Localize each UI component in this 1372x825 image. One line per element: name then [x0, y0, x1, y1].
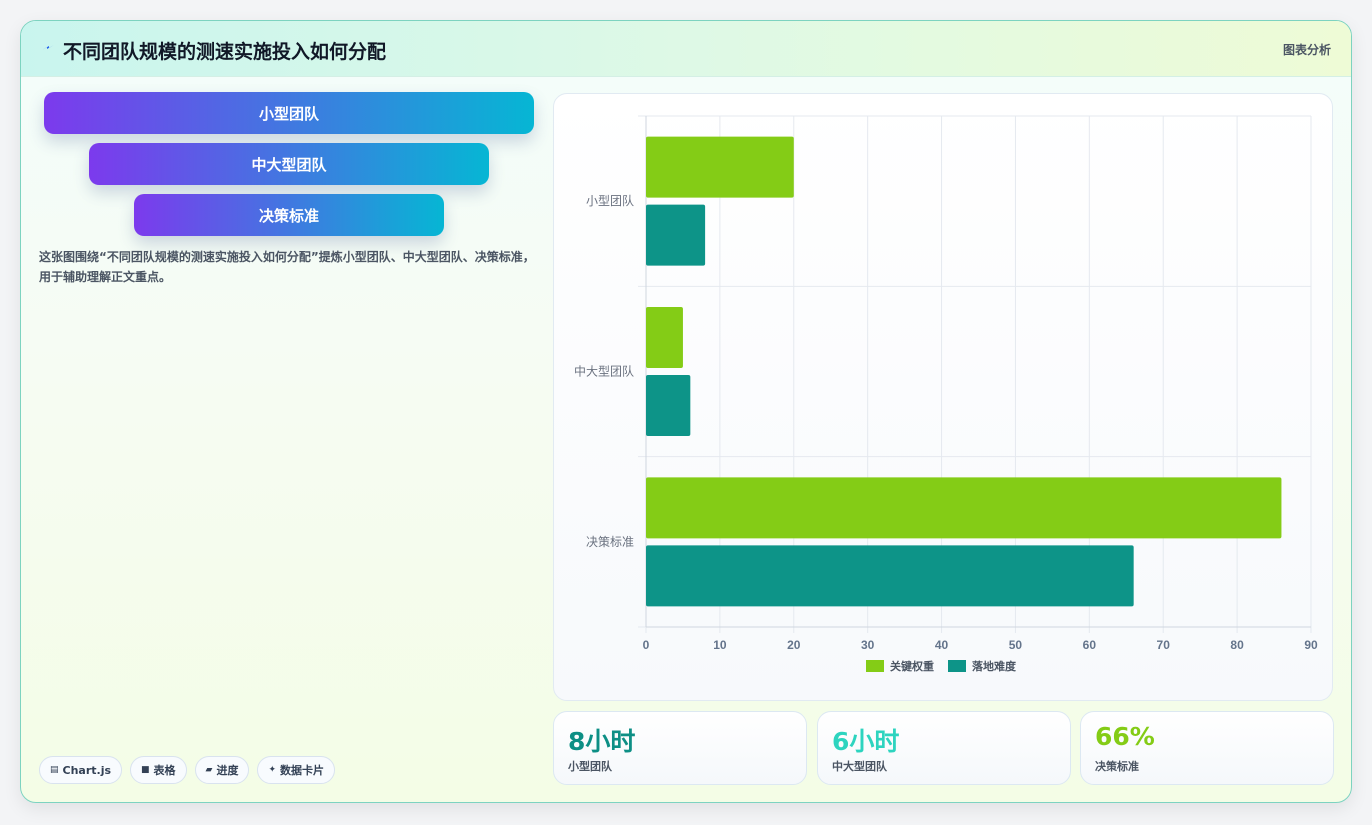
- x-tick-label: 20: [787, 638, 801, 652]
- y-tick-label: 决策标准: [586, 535, 634, 549]
- bar-difficulty: [646, 545, 1134, 607]
- sparkle-icon: ✦: [268, 765, 277, 775]
- table-icon: ■: [141, 765, 150, 775]
- chart-icon: ▤: [50, 765, 59, 775]
- chip-label: 表格: [153, 764, 176, 777]
- stat-card-large-team: 6小时 中大型团队: [817, 711, 1071, 785]
- chart-analysis-tag: 图表分析: [1282, 43, 1331, 57]
- chip-progress[interactable]: ▰ 进度: [194, 756, 250, 784]
- stat-value: 66%: [1095, 722, 1155, 751]
- tech-chips: ▤ Chart.js ■ 表格 ▰ 进度 ✦ 数据卡片: [39, 756, 336, 784]
- x-tick-label: 60: [1083, 638, 1097, 652]
- main-card: 不同团队规模的测速实施投入如何分配 图表分析 小型团队 中大型团队 决策标准 这…: [20, 20, 1352, 803]
- chip-data-card[interactable]: ✦ 数据卡片: [257, 756, 336, 784]
- x-tick-label: 50: [1009, 638, 1023, 652]
- chip-label: Chart.js: [62, 763, 112, 777]
- pill-decision-criteria[interactable]: 决策标准: [134, 194, 444, 236]
- bar-key-weight: [646, 477, 1282, 539]
- stat-card-small-team: 8小时 小型团队: [553, 711, 807, 785]
- x-tick-label: 10: [713, 638, 727, 652]
- lightning-icon: [42, 45, 54, 50]
- header: 不同团队规模的测速实施投入如何分配 图表分析: [21, 21, 1351, 77]
- bar-difficulty: [646, 204, 706, 266]
- stat-card-decision: 66% 决策标准: [1080, 711, 1334, 785]
- legend-swatch: [948, 660, 966, 672]
- bar-key-weight: [646, 136, 794, 198]
- page-title: 不同团队规模的测速实施投入如何分配: [63, 41, 387, 63]
- stat-label: 小型团队: [568, 760, 612, 773]
- chart-panel: 小型团队中大型团队决策标准 0 10 20 30 40 50 60 70 80 90 关键权重 落地难度: [553, 93, 1333, 701]
- stat-label: 决策标准: [1095, 760, 1139, 773]
- description-text: 这张图围绕“不同团队规模的测速实施投入如何分配”提炼小型团队、中大型团队、决策标…: [39, 250, 535, 284]
- progress-icon: ▰: [205, 765, 213, 775]
- pill-large-team[interactable]: 中大型团队: [89, 143, 489, 185]
- y-tick-label: 小型团队: [586, 193, 634, 208]
- legend-swatch: [866, 660, 884, 672]
- x-tick-label: 80: [1230, 638, 1244, 652]
- bar-difficulty: [646, 375, 691, 436]
- x-tick-label: 70: [1157, 638, 1171, 652]
- chip-chartjs[interactable]: ▤ Chart.js: [39, 756, 123, 784]
- pill-small-team[interactable]: 小型团队: [44, 92, 534, 134]
- chip-label: 数据卡片: [280, 764, 325, 777]
- stat-value: 6小时: [832, 727, 900, 756]
- bar-key-weight: [646, 307, 683, 368]
- stat-value: 8小时: [568, 727, 636, 756]
- legend-label: 落地难度: [972, 659, 1017, 673]
- legend-label: 关键权重: [890, 659, 934, 673]
- y-tick-label: 中大型团队: [574, 364, 634, 379]
- chip-table[interactable]: ■ 表格: [130, 756, 187, 784]
- x-tick-label: 0: [643, 638, 650, 652]
- x-tick-label: 90: [1304, 638, 1318, 652]
- x-tick-label: 40: [935, 638, 949, 652]
- chip-label: 进度: [216, 764, 239, 777]
- x-tick-label: 30: [861, 638, 875, 652]
- stat-label: 中大型团队: [832, 760, 887, 773]
